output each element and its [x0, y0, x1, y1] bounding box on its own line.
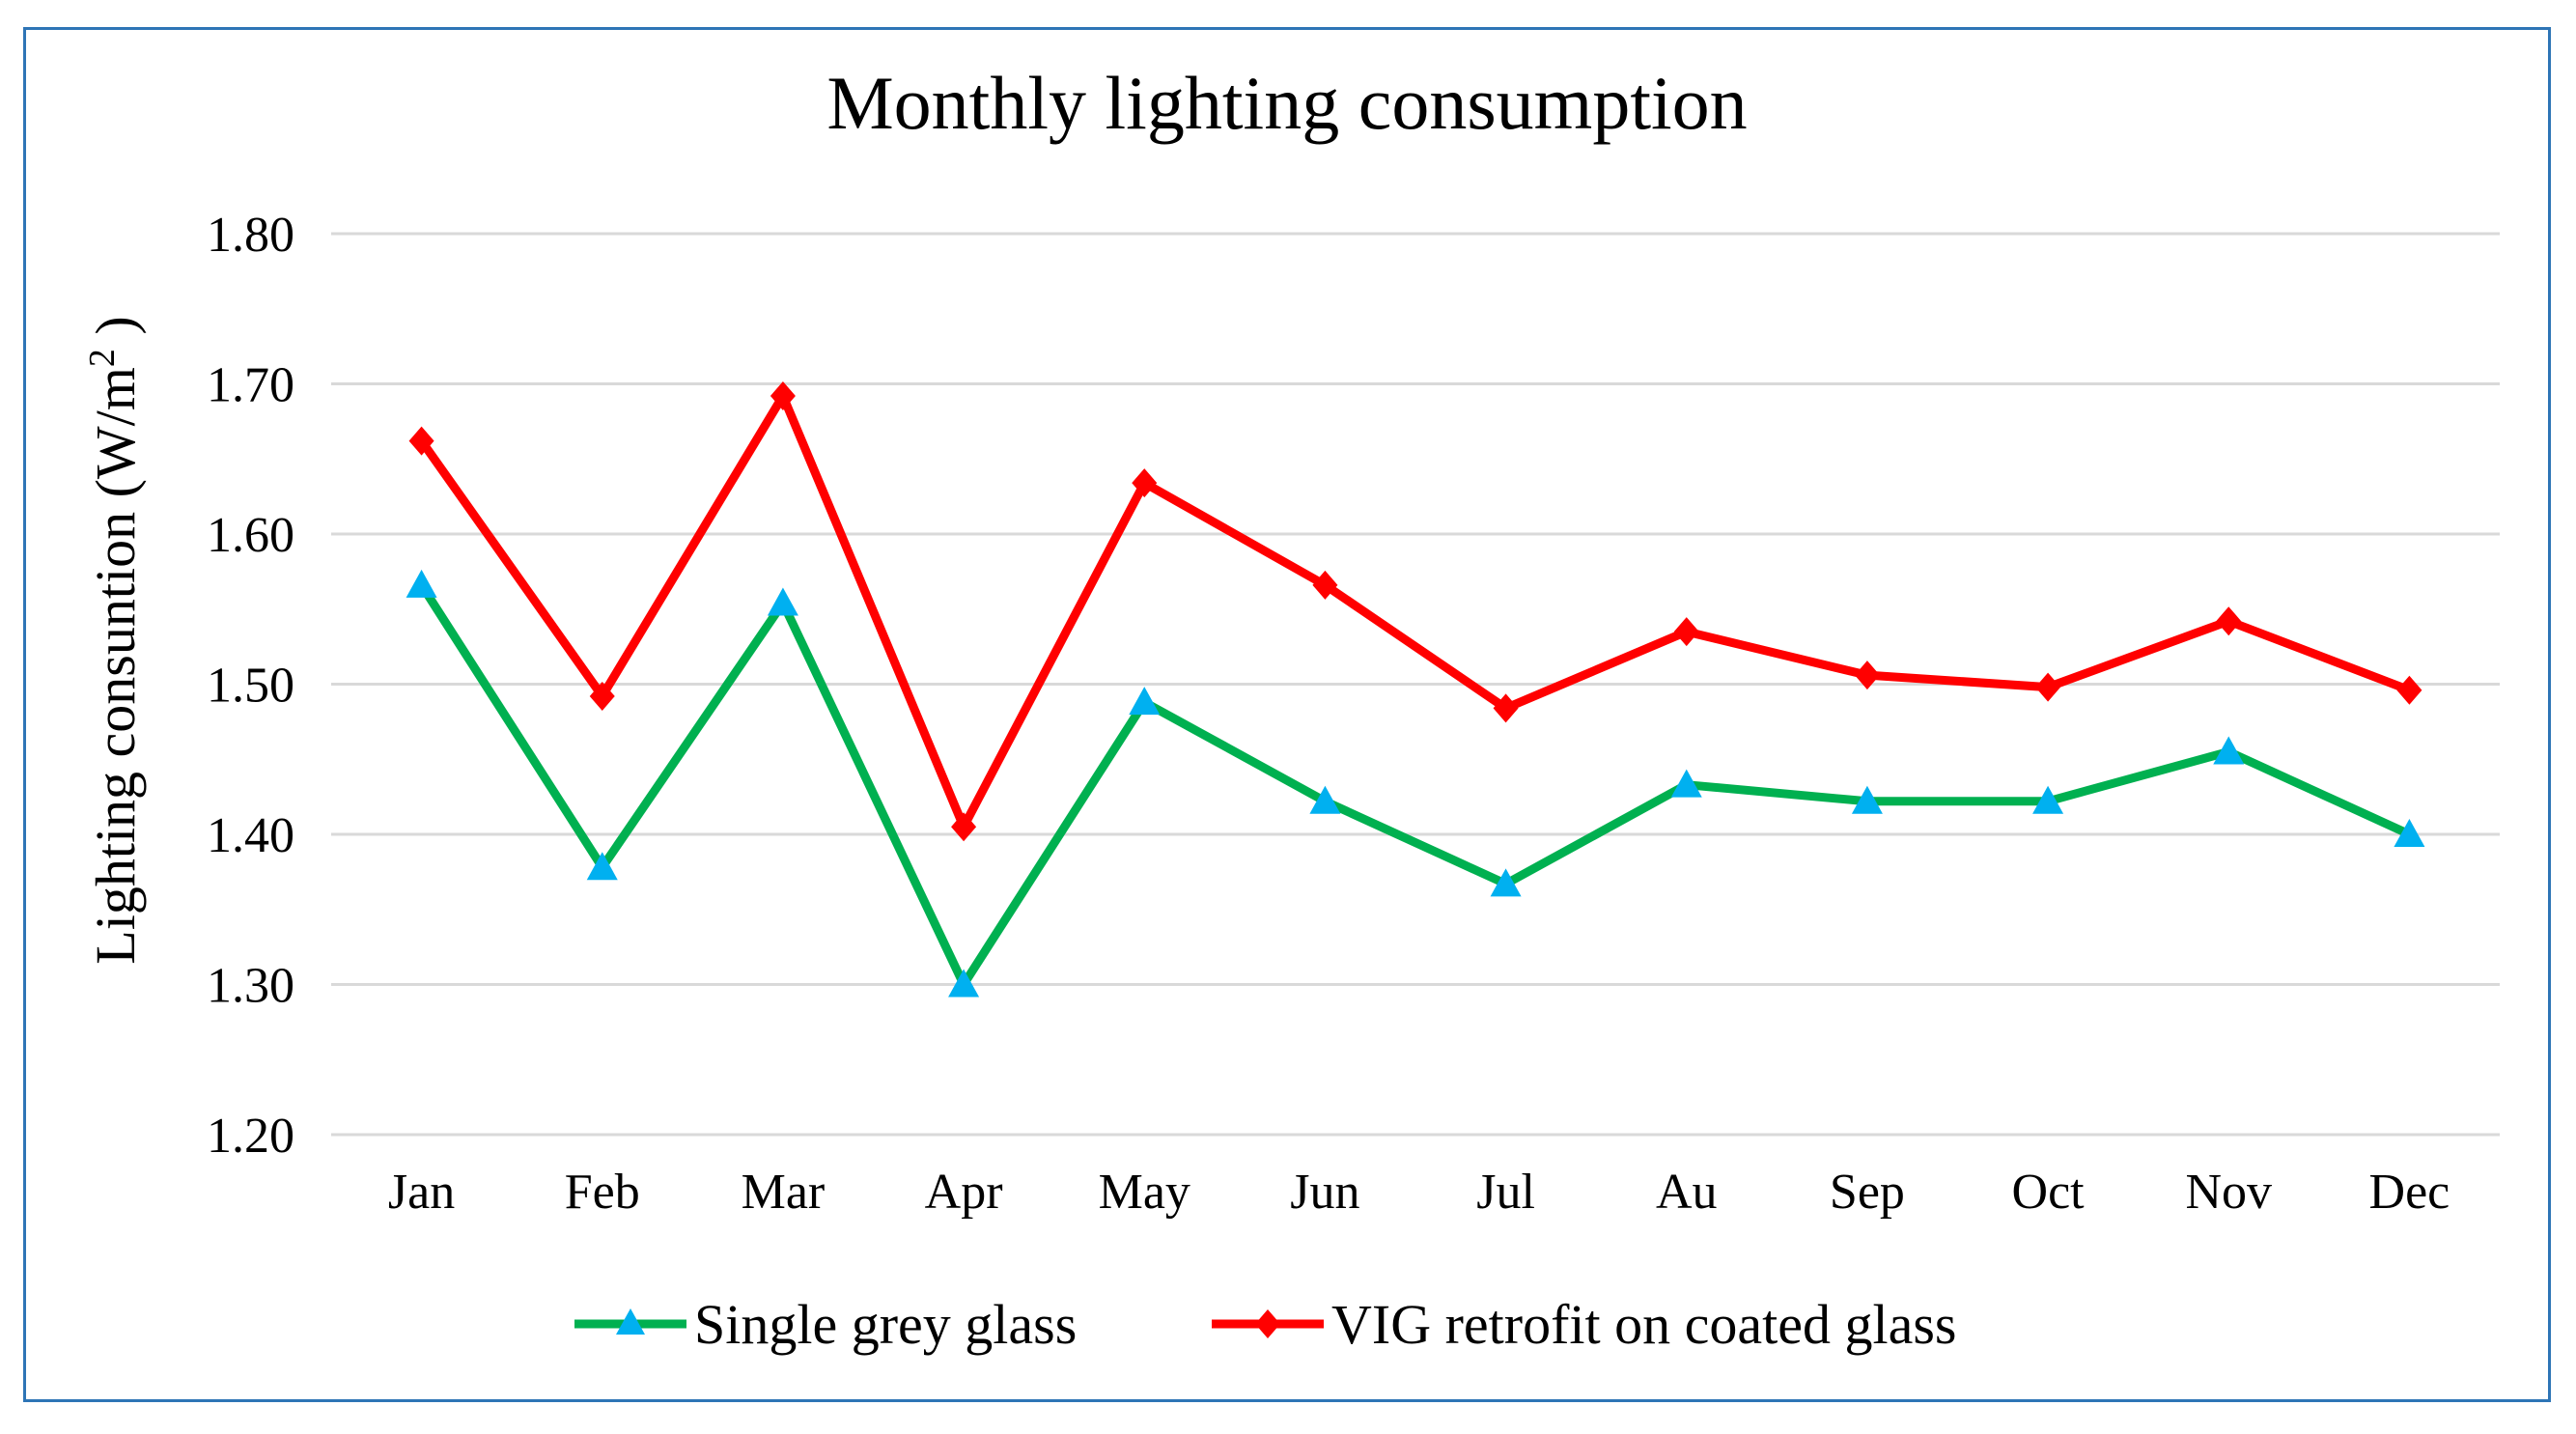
data-point-vig-retrofit-on-coated-glass-sep	[1854, 661, 1880, 690]
chart-frame: Monthly lighting consumption 1.20 1.30 1.4…	[23, 27, 2551, 1402]
y-tick-label: 1.30	[207, 959, 294, 1014]
data-point-single-grey-glass-apr	[948, 969, 980, 998]
x-tick-label-mar: Mar	[742, 1165, 826, 1220]
y-axis-label: Lighting consuntion (W/m2 )	[82, 316, 147, 964]
y-tick-label: 1.20	[207, 1109, 294, 1164]
data-point-vig-retrofit-on-coated-glass-apr	[951, 812, 977, 842]
y-tick-label: 1.40	[207, 808, 294, 863]
data-point-single-grey-glass-dec	[2394, 819, 2425, 847]
y-tick-label: 1.60	[207, 508, 294, 563]
y-axis-label-superscript: 2	[82, 349, 123, 367]
series-line-single-grey-glass	[417, 580, 2414, 989]
data-point-single-grey-glass-mar	[767, 587, 798, 616]
data-point-single-grey-glass-jun	[1309, 785, 1341, 814]
data-point-vig-retrofit-on-coated-glass-au	[1673, 617, 1699, 647]
x-tick-label-dec: Dec	[2369, 1165, 2450, 1220]
legend-item-vig-retrofit: VIG retrofit on coated glass	[1212, 1293, 1956, 1356]
y-tick-label: 1.50	[207, 659, 294, 714]
series-vig-retrofit-on-coated-glass	[408, 380, 2422, 842]
legend-label-vig-retrofit: VIG retrofit on coated glass	[1331, 1293, 1956, 1356]
data-point-vig-retrofit-on-coated-glass-jan	[408, 426, 434, 456]
x-tick-label-jan: Jan	[388, 1165, 455, 1220]
data-point-single-grey-glass-jul	[1490, 868, 1522, 897]
chart-svg: Monthly lighting consumption 1.20 1.30 1.4…	[82, 61, 2500, 1356]
data-point-vig-retrofit-on-coated-glass-jun	[1312, 570, 1338, 600]
series-layer	[406, 380, 2425, 998]
data-point-vig-retrofit-on-coated-glass-feb	[589, 681, 615, 711]
data-point-vig-retrofit-on-coated-glass-jul	[1493, 693, 1519, 723]
data-point-single-grey-glass-feb	[586, 852, 618, 881]
y-axis-ticks: 1.20 1.30 1.40 1.50 1.60 1.70 1.80	[207, 208, 294, 1164]
legend-item-single-grey-glass: Single grey glass	[574, 1293, 1077, 1356]
data-point-single-grey-glass-au	[1670, 769, 1702, 798]
legend-marker-single-grey-glass	[616, 1308, 645, 1335]
series-single-grey-glass	[406, 569, 2425, 998]
y-tick-label: 1.80	[207, 208, 294, 263]
series-line-vig-retrofit-on-coated-glass	[417, 391, 2414, 831]
data-point-vig-retrofit-on-coated-glass-dec	[2396, 675, 2422, 705]
x-tick-label-au: Au	[1656, 1165, 1718, 1220]
legend-label-single-grey-glass: Single grey glass	[694, 1293, 1077, 1356]
data-point-vig-retrofit-on-coated-glass-may	[1132, 468, 1158, 498]
x-tick-label-feb: Feb	[565, 1165, 640, 1220]
y-axis-label-main: Lighting consuntion (W/m	[84, 367, 147, 965]
y-tick-label: 1.70	[207, 358, 294, 413]
x-tick-label-apr: Apr	[925, 1165, 1003, 1220]
data-point-single-grey-glass-jan	[406, 569, 437, 598]
data-point-single-grey-glass-oct	[2032, 785, 2064, 814]
data-point-vig-retrofit-on-coated-glass-mar	[770, 380, 796, 410]
x-tick-label-sep: Sep	[1830, 1165, 1905, 1220]
data-point-single-grey-glass-sep	[1851, 785, 1883, 814]
data-point-single-grey-glass-may	[1129, 687, 1161, 716]
data-point-vig-retrofit-on-coated-glass-nov	[2216, 606, 2242, 636]
x-tick-label-nov: Nov	[2185, 1165, 2272, 1220]
x-tick-label-may: May	[1099, 1165, 1190, 1220]
grid-lines	[331, 232, 2500, 1137]
legend-marker-vig-retrofit	[1255, 1309, 1280, 1338]
data-point-single-grey-glass-nov	[2213, 736, 2245, 765]
legend: Single grey glass VIG retrofit on coated…	[574, 1293, 1956, 1356]
x-tick-label-jun: Jun	[1290, 1165, 1359, 1220]
x-tick-label-oct: Oct	[2012, 1165, 2086, 1220]
x-axis-ticks: Jan Feb Mar Apr May Jun Jul Au Sep Oct Nov Dec	[388, 1165, 2450, 1220]
y-axis-label-suffix: )	[84, 316, 147, 349]
x-tick-label-jul: Jul	[1476, 1165, 1535, 1220]
data-point-vig-retrofit-on-coated-glass-oct	[2035, 672, 2061, 702]
chart-title: Monthly lighting consumption	[826, 61, 1747, 145]
